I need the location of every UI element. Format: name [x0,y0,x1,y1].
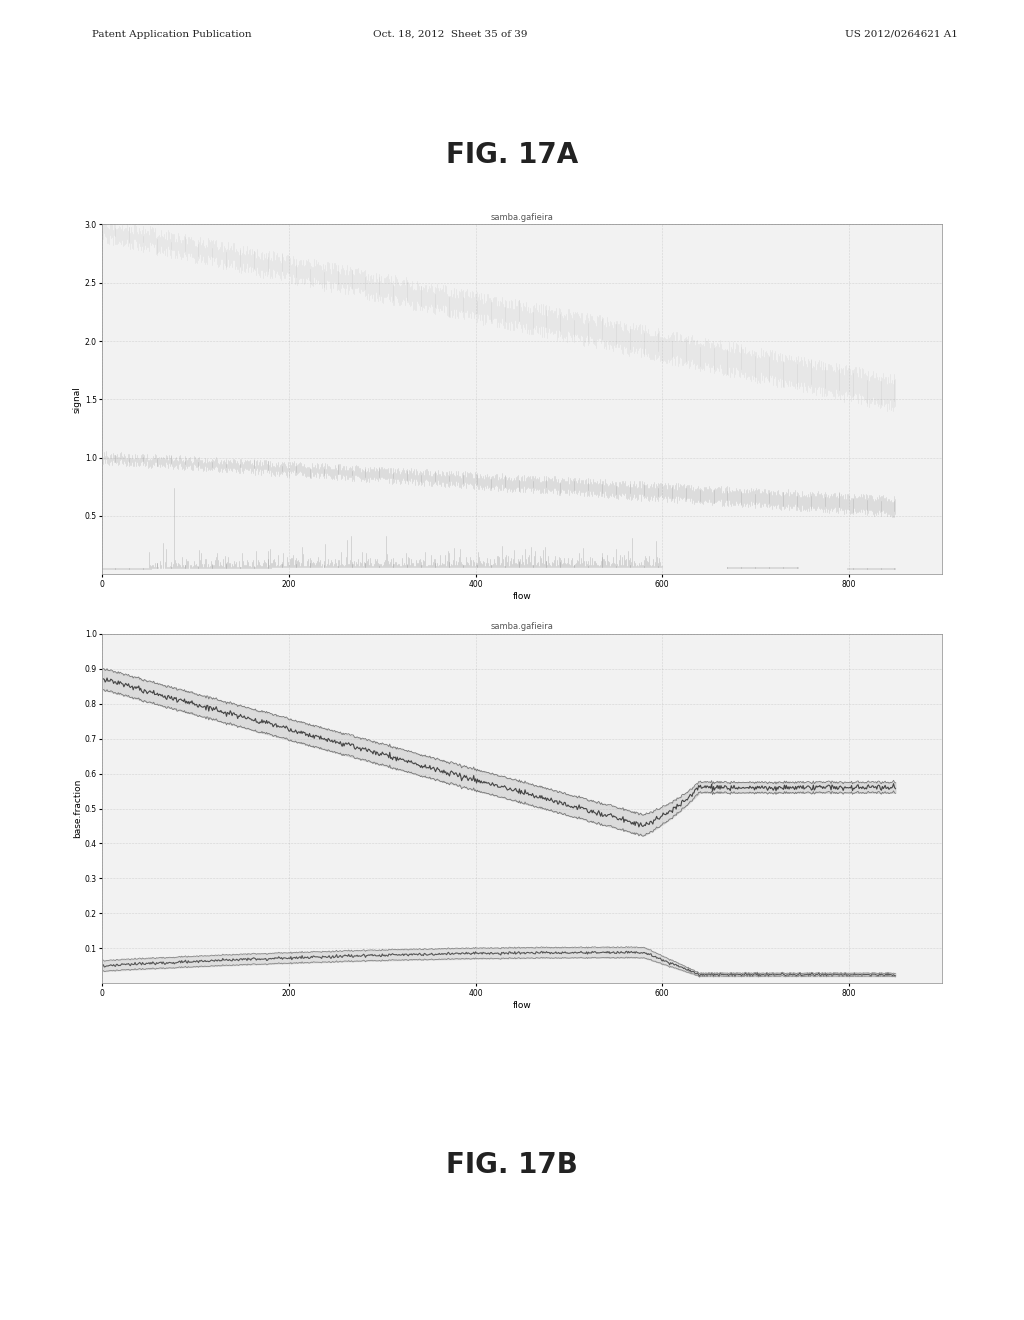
X-axis label: flow: flow [513,591,531,601]
Title: samba.gafieira: samba.gafieira [490,214,554,222]
Text: FIG. 17A: FIG. 17A [445,141,579,169]
X-axis label: flow: flow [513,1001,531,1010]
Text: Oct. 18, 2012  Sheet 35 of 39: Oct. 18, 2012 Sheet 35 of 39 [374,30,527,38]
Y-axis label: signal: signal [73,385,82,413]
Text: FIG. 17B: FIG. 17B [446,1151,578,1179]
Title: samba.gafieira: samba.gafieira [490,623,554,631]
Y-axis label: base.fraction: base.fraction [73,779,82,838]
Text: Patent Application Publication: Patent Application Publication [92,30,252,38]
Text: US 2012/0264621 A1: US 2012/0264621 A1 [845,30,957,38]
